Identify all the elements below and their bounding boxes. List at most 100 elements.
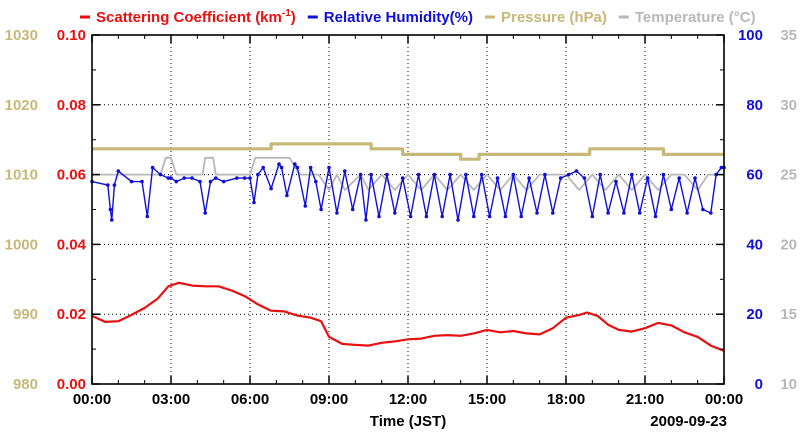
humidity-point: [511, 172, 516, 177]
humidity-point: [248, 176, 252, 180]
humidity-point: [685, 211, 689, 215]
legend: Scattering Coefficient (km-1) Relative Hu…: [80, 8, 756, 26]
temperature-tick-label: 20: [780, 236, 797, 253]
scattering-tick-label: 0.04: [57, 236, 87, 253]
pressure-tick-label: 1030: [5, 27, 38, 44]
humidity-point: [242, 176, 247, 180]
legend-superscript: -1: [282, 8, 291, 19]
humidity-point: [393, 211, 397, 215]
scattering-tick-label: 0.00: [57, 376, 86, 393]
humidity-point: [653, 214, 658, 219]
humidity-point: [661, 172, 666, 177]
humidity-point: [174, 179, 179, 184]
humidity-point: [116, 169, 121, 173]
humidity-point: [158, 172, 163, 177]
series-layer: [90, 142, 726, 352]
pressure-tick-label: 1020: [5, 97, 38, 114]
humidity-point: [169, 176, 173, 180]
humidity-point: [108, 207, 113, 212]
humidity-point: [166, 176, 171, 180]
humidity-point: [256, 172, 260, 177]
humidity-point: [182, 176, 186, 180]
humidity-point: [479, 172, 484, 177]
legend-suffix: ): [291, 9, 296, 26]
humidity-point: [343, 169, 347, 173]
temperature-tick-label: 25: [780, 167, 797, 184]
humidity-point: [487, 214, 492, 219]
humidity-point: [503, 214, 508, 219]
temperature-tick-label: 10: [780, 376, 797, 393]
humidity-point: [285, 193, 289, 198]
humidity-point: [456, 218, 460, 222]
humidity-point: [198, 179, 202, 184]
humidity-point: [598, 172, 602, 177]
humidity-point: [645, 176, 650, 180]
humidity-point: [308, 165, 313, 170]
humidity-point: [719, 165, 724, 170]
legend-label-scattering-coefficient-km: Scattering Coefficient (km-1): [96, 8, 296, 26]
humidity-point: [432, 172, 437, 177]
humidity-tick-label: 0: [755, 376, 763, 393]
humidity-point: [150, 165, 155, 170]
legend-label-temperature-c: Temperature (°C): [635, 9, 756, 26]
humidity-point: [495, 176, 500, 180]
humidity-point: [669, 207, 674, 212]
axes: 00:00 03:00 06:00 09:00 12:00 15:00 18:00 21:00…: [5, 27, 797, 408]
scattering-tick-label: 0.10: [57, 27, 86, 44]
humidity-tick-label: 40: [746, 236, 763, 253]
humidity-point: [637, 211, 642, 215]
humidity-point: [543, 172, 547, 177]
humidity-tick-label: 80: [746, 97, 763, 114]
x-tick-label: 12:00: [389, 391, 427, 408]
humidity-point: [190, 176, 194, 180]
humidity-point: [519, 214, 523, 219]
humidity-point: [129, 179, 134, 184]
humidity-point: [214, 176, 218, 180]
humidity-point: [551, 211, 555, 215]
x-tick-label: 15:00: [468, 391, 506, 408]
humidity-point: [590, 214, 595, 219]
humidity-point: [464, 172, 468, 177]
humidity-point: [110, 218, 114, 222]
humidity-point: [221, 179, 226, 184]
humidity-point: [630, 172, 634, 177]
humidity-point: [369, 172, 373, 177]
humidity-point: [472, 214, 476, 219]
temperature-tick-label: 35: [780, 27, 797, 44]
pressure-tick-label: 1010: [5, 167, 38, 184]
humidity-point: [303, 204, 308, 208]
humidity-point: [566, 172, 571, 177]
humidity-point: [614, 179, 618, 184]
humidity-point: [203, 211, 207, 215]
humidity-point: [582, 176, 587, 180]
pressure-tick-label: 980: [13, 376, 38, 393]
x-tick-label: 21:00: [626, 391, 664, 408]
humidity-point: [424, 214, 429, 219]
humidity-point: [416, 172, 421, 177]
temperature-tick-label: 30: [780, 97, 797, 114]
legend-label-pressure-hpa: Pressure (hPa): [501, 9, 607, 26]
series-line-scattering-coefficient: [91, 281, 725, 352]
humidity-point: [314, 179, 318, 184]
humidity-point: [408, 214, 413, 219]
legend-text: Relative Humidity(%): [324, 9, 473, 26]
legend-text: Temperature (°C): [635, 9, 756, 26]
humidity-point: [677, 176, 681, 180]
x-tick-label: 18:00: [547, 391, 585, 408]
humidity-point: [335, 211, 339, 215]
humidity-point: [252, 200, 256, 205]
humidity-point: [448, 172, 452, 177]
humidity-point: [106, 183, 110, 187]
humidity-point: [709, 211, 713, 215]
humidity-point: [350, 207, 355, 212]
humidity-point: [319, 207, 323, 212]
humidity-point: [622, 211, 626, 215]
humidity-point: [269, 186, 273, 191]
legend-label-relative-humidity: Relative Humidity(%): [324, 9, 473, 26]
humidity-point: [235, 176, 239, 180]
scattering-tick-label: 0.08: [57, 97, 86, 114]
legend-text: Pressure (hPa): [501, 9, 607, 26]
humidity-point: [693, 176, 697, 180]
pressure-tick-label: 990: [13, 306, 38, 323]
humidity-point: [377, 214, 381, 219]
